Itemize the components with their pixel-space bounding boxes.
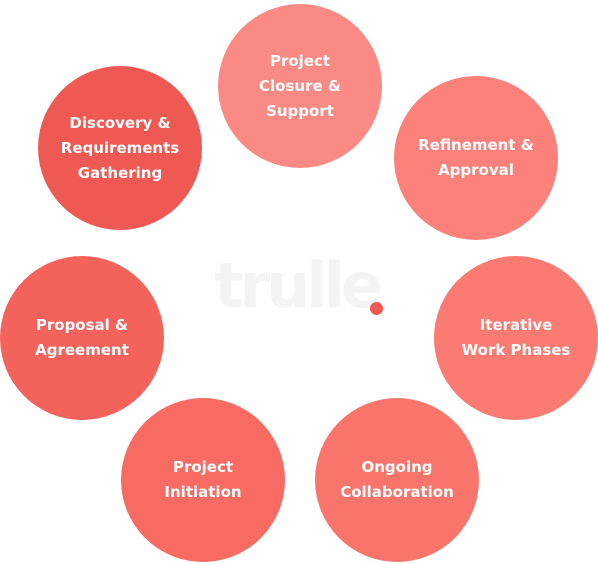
stage-project-initiation: Project Initiation: [121, 398, 285, 562]
stage-label: Project Initiation: [164, 458, 242, 501]
logo-wordmark: trulle: [214, 249, 383, 322]
stage-label: Refinement & Approval: [418, 136, 534, 179]
stage-iterative-work-phases: Iterative Work Phases: [434, 256, 598, 420]
stage-label: Discovery & Requirements Gathering: [60, 113, 180, 182]
stage-label: Ongoing Collaboration: [340, 458, 454, 501]
stage-project-closure-support: Project Closure & Support: [218, 4, 382, 168]
stage-discovery-requirements: Discovery & Requirements Gathering: [38, 66, 202, 230]
stage-label: Project Closure & Support: [259, 51, 341, 120]
stage-label: Proposal & Agreement: [35, 316, 129, 359]
stage-label: Iterative Work Phases: [461, 316, 571, 359]
stage-refinement-approval: Refinement & Approval: [394, 76, 558, 240]
stage-proposal-agreement: Proposal & Agreement: [0, 256, 164, 420]
logo-dot: [370, 302, 383, 315]
trulle-logo: trulle: [214, 246, 394, 326]
stage-ongoing-collaboration: Ongoing Collaboration: [315, 398, 479, 562]
